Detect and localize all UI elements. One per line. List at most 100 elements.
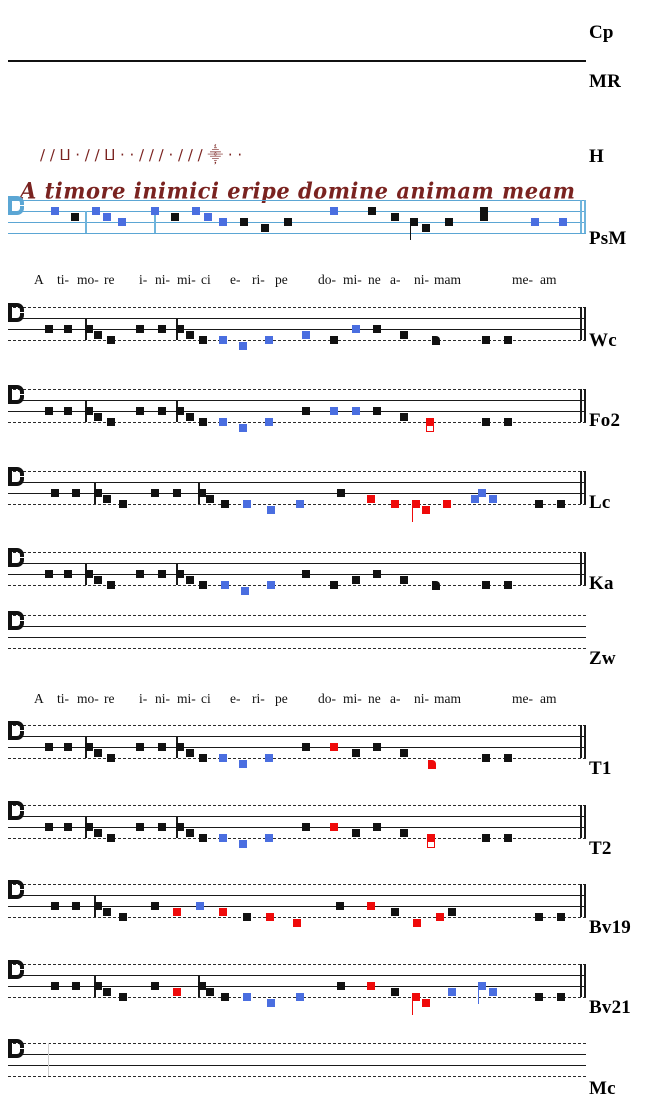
neume-note	[445, 218, 453, 226]
staff-line	[8, 574, 586, 575]
neume-note	[103, 494, 111, 503]
syllable: mi-	[177, 691, 196, 706]
neume-note	[243, 500, 251, 508]
staff-line	[8, 222, 586, 223]
neume-note	[219, 218, 227, 226]
neume-note	[71, 212, 79, 221]
neume-note	[186, 412, 194, 421]
neume-note	[432, 581, 440, 590]
neume-note	[391, 212, 399, 221]
neume-note	[352, 325, 360, 333]
neume-note	[413, 918, 421, 927]
syllable: re	[104, 691, 115, 706]
neume-note	[368, 207, 376, 215]
adiastematic-neumes-row: ∕ ∕ ⨿ · ∕ ∕ ⨿ · · ∕ ∕ ∕ · ∕ ∕ ∕ ⸎ · ·	[40, 146, 243, 164]
manuscript-chant-text: A timore inimici eripe domine animam mea…	[20, 177, 576, 204]
c-clef-icon	[8, 721, 24, 740]
staff-line	[8, 1065, 586, 1066]
neume-note	[103, 987, 111, 996]
source-label-lc: Lc	[589, 492, 611, 513]
staff-line	[8, 307, 586, 308]
neume-note	[422, 998, 430, 1007]
neume-note	[373, 407, 381, 415]
syllable: ne	[368, 272, 381, 287]
staff-line	[8, 758, 586, 759]
staff-line	[8, 329, 586, 330]
neume-note	[477, 982, 486, 1004]
syllable: A	[34, 691, 44, 706]
syllable: ni-	[155, 691, 170, 706]
neume-note	[158, 823, 166, 831]
neume-note	[94, 748, 102, 757]
neume-note	[158, 325, 166, 333]
neume-note	[504, 418, 512, 426]
staff-line	[8, 626, 586, 627]
staff-line	[8, 471, 586, 472]
neume-note	[158, 570, 166, 578]
neume-note	[373, 823, 381, 831]
c-clef-icon	[8, 467, 24, 486]
neume-note	[199, 834, 207, 842]
neume-note	[480, 207, 488, 215]
neume-note	[482, 336, 490, 344]
neume-note	[51, 489, 59, 497]
staff-line	[8, 975, 586, 976]
layout-guide-line	[48, 1043, 50, 1076]
neume-note	[267, 998, 275, 1007]
staff-line	[8, 1054, 586, 1055]
neume-note	[239, 423, 247, 432]
neume-note	[72, 982, 80, 990]
neume-note	[72, 902, 80, 910]
neume-note	[426, 423, 434, 432]
staff-line	[8, 917, 586, 918]
neume-note	[94, 902, 102, 910]
syllable: do-	[318, 691, 336, 706]
neume-note	[64, 407, 72, 415]
neume-note	[103, 907, 111, 916]
source-label-bv21: Bv21	[589, 997, 631, 1018]
neume-note	[107, 754, 115, 762]
neume-note	[352, 575, 360, 584]
syllable: i-	[139, 691, 148, 706]
neume-note	[176, 743, 184, 751]
c-clef-icon	[8, 385, 24, 404]
neume-note	[504, 581, 512, 589]
neume-note	[400, 828, 408, 837]
syllable: mo-	[77, 272, 99, 287]
syllable: mi-	[177, 272, 196, 287]
neume-note	[428, 759, 436, 769]
source-label-cp: Cp	[589, 22, 614, 43]
staff-line	[8, 211, 586, 212]
neume-note	[471, 494, 479, 503]
neume-note	[199, 581, 207, 589]
neume-note	[302, 407, 310, 415]
syllable: e-	[230, 691, 241, 706]
neume-note	[267, 581, 275, 589]
neume-note	[391, 500, 399, 508]
staff-line	[8, 389, 586, 390]
neume-note	[409, 218, 418, 240]
staff-line	[8, 200, 586, 201]
neume-note	[261, 223, 269, 232]
neume-note	[219, 336, 227, 344]
syllable: ri-	[252, 691, 265, 706]
syllable: am	[540, 691, 557, 706]
staff-system-ka	[8, 548, 586, 595]
neume-note	[173, 987, 181, 996]
neume-note	[352, 748, 360, 757]
neume-note	[266, 913, 274, 921]
syllable: ti-	[57, 691, 69, 706]
neume-note	[51, 982, 59, 990]
neume-note	[51, 207, 59, 215]
neume-note	[107, 581, 115, 589]
note-stem	[411, 507, 414, 522]
neume-note	[482, 418, 490, 426]
neume-note	[330, 407, 338, 415]
note-stem	[477, 989, 480, 1004]
staff-line	[8, 838, 586, 839]
source-label-ka: Ka	[589, 573, 614, 594]
staff-line	[8, 482, 586, 483]
staff-line	[8, 615, 586, 616]
staff-line	[8, 585, 586, 586]
staff-line	[8, 986, 586, 987]
